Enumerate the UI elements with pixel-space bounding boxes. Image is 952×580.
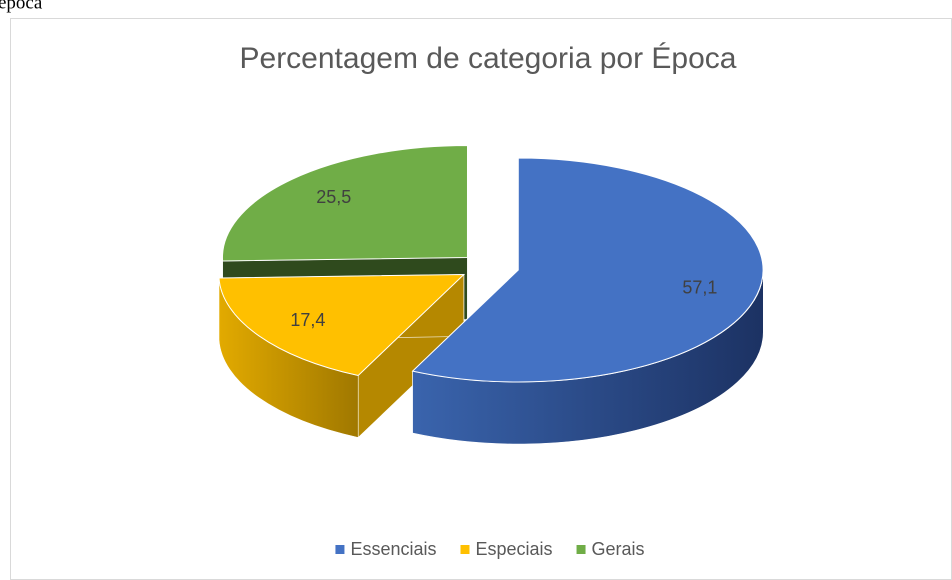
data-label: 57,1 — [682, 278, 717, 298]
pie-slice — [222, 144, 469, 262]
legend-swatch — [335, 545, 345, 554]
chart-title: Percentagem de categoria por Época — [240, 42, 737, 75]
pie: 57,1 17,4 25,5 — [218, 144, 764, 445]
legend-swatch — [576, 545, 586, 554]
legend-label: Gerais — [592, 539, 645, 559]
legend-label: Essenciais — [350, 539, 436, 559]
pie-slice — [411, 157, 764, 383]
data-label: 25,5 — [316, 187, 351, 207]
legend: Essenciais Especiais Gerais — [335, 539, 645, 559]
data-label: 17,4 — [290, 310, 325, 330]
legend-swatch — [460, 545, 470, 554]
chart-frame — [10, 18, 952, 580]
pie-slice — [218, 273, 466, 377]
legend-label: Especiais — [475, 539, 552, 559]
caption: época — [0, 0, 43, 13]
